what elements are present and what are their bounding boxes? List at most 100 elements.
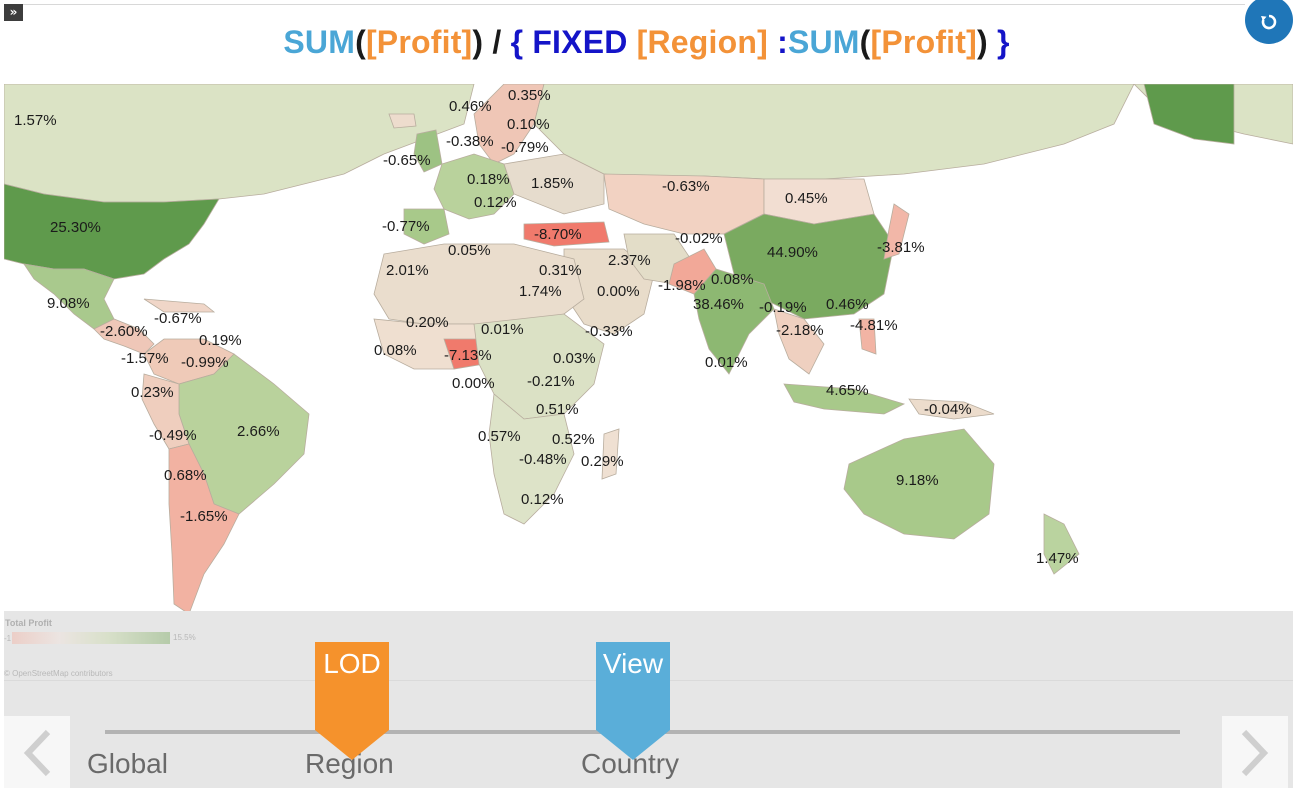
map-value-label: 1.85%	[531, 175, 574, 192]
legend-color-ramp	[12, 632, 170, 644]
formula-paren: (	[859, 24, 871, 60]
map-value-label: 0.57%	[478, 428, 521, 445]
top-rule	[20, 4, 1245, 5]
turkey-shape	[523, 221, 610, 247]
map-value-label: -0.02%	[675, 230, 723, 247]
expand-icon[interactable]: »	[4, 4, 23, 21]
new-zealand-shape	[1043, 513, 1080, 575]
map-value-label: -0.77%	[382, 218, 430, 235]
map-value-label: 0.19%	[199, 332, 242, 349]
map-value-label: -4.81%	[850, 317, 898, 334]
lod-marker[interactable]: LOD	[315, 642, 389, 760]
map-value-label: 0.51%	[536, 401, 579, 418]
map-value-label: 1.74%	[519, 283, 562, 300]
map-value-label: 0.00%	[597, 283, 640, 300]
legend-title: Total Profit	[5, 618, 52, 628]
map-value-label: 0.35%	[508, 87, 551, 104]
map-value-label: -0.33%	[585, 323, 633, 340]
australia-shape	[843, 428, 995, 540]
formula-field: [Profit]	[870, 24, 977, 60]
lod-marker-label: LOD	[323, 648, 381, 679]
lod-marker-shape	[315, 642, 389, 760]
map-value-label: 9.18%	[896, 472, 939, 489]
chile-argentina-shape	[168, 443, 240, 611]
reset-button[interactable]	[1245, 0, 1293, 44]
legend-max: 15.5%	[173, 633, 196, 642]
map-value-label: 0.08%	[711, 271, 754, 288]
map-value-label: -1.98%	[658, 277, 706, 294]
map-value-label: 0.05%	[448, 242, 491, 259]
map-value-label: 2.01%	[386, 262, 429, 279]
caribbean-shape	[143, 298, 216, 313]
view-marker[interactable]: View	[596, 642, 670, 760]
map-value-label: 0.46%	[449, 98, 492, 115]
uk-shape	[413, 129, 443, 173]
map-value-label: 0.46%	[826, 296, 869, 313]
map-value-label: 38.46%	[693, 296, 744, 313]
map-value-label: -0.63%	[662, 178, 710, 195]
next-button[interactable]	[1222, 716, 1288, 788]
formula-fixed: FIXED	[532, 24, 628, 60]
map-value-label: 0.45%	[785, 190, 828, 207]
map-value-label: 0.01%	[705, 354, 748, 371]
map-value-label: 9.08%	[47, 295, 90, 312]
iceland-shape	[388, 113, 417, 129]
formula-colon: :	[768, 24, 788, 60]
slider-stop-global[interactable]: Global	[87, 748, 168, 779]
map-value-label: -8.70%	[534, 226, 582, 243]
map-value-label: -0.99%	[181, 354, 229, 371]
map-value-label: 44.90%	[767, 244, 818, 261]
map-value-label: -0.38%	[446, 133, 494, 150]
formula-field: [Profit]	[365, 24, 473, 60]
scandinavia-shape	[473, 84, 545, 165]
southern-africa-shape	[488, 393, 575, 525]
map-value-label: 0.00%	[452, 375, 495, 392]
map-value-label: 0.10%	[507, 116, 550, 133]
madagascar-shape	[601, 428, 620, 480]
formula-paren: )	[977, 24, 988, 60]
map-value-label: 0.29%	[581, 453, 624, 470]
map-value-label: -0.65%	[383, 152, 431, 169]
map-value-label: 0.23%	[131, 384, 174, 401]
map-value-label: -3.81%	[877, 239, 925, 256]
map-value-label: 2.66%	[237, 423, 280, 440]
map-shapes	[4, 84, 1293, 611]
map-value-label: 25.30%	[50, 219, 101, 236]
map-value-label: -7.13%	[444, 347, 492, 364]
map-value-label: -0.19%	[759, 299, 807, 316]
view-marker-shape	[596, 642, 670, 760]
chevron-left-icon	[23, 729, 51, 777]
indonesia-shape	[783, 383, 906, 415]
central-america-shape	[93, 318, 155, 355]
map-value-label: 0.01%	[481, 321, 524, 338]
map-value-label: 0.52%	[552, 431, 595, 448]
map-value-label: 0.12%	[521, 491, 564, 508]
map-value-label: 1.57%	[14, 112, 57, 129]
reset-icon	[1261, 14, 1277, 30]
papua-shape	[908, 398, 995, 420]
formula-sum: SUM	[283, 24, 356, 60]
map-value-label: 0.12%	[474, 194, 517, 211]
formula-sum: SUM	[787, 24, 860, 60]
map-value-label: 0.08%	[374, 342, 417, 359]
map-value-label: -0.79%	[501, 139, 549, 156]
map-value-label: -0.04%	[924, 401, 972, 418]
map-value-label: 0.31%	[539, 262, 582, 279]
map-value-label: -1.65%	[180, 508, 228, 525]
map-value-label: -0.49%	[149, 427, 197, 444]
map-value-label: 2.37%	[608, 252, 651, 269]
canada-shape	[4, 84, 475, 203]
map-value-label: 4.65%	[826, 382, 869, 399]
map-value-label: -0.21%	[527, 373, 575, 390]
western-europe-shape	[433, 153, 515, 220]
map-value-label: -1.57%	[121, 350, 169, 367]
map-credit: © OpenStreetMap contributors	[4, 669, 113, 678]
philippines-shape	[858, 318, 877, 355]
russia-shape	[533, 84, 1135, 180]
page-title: SUM([Profit]) / { FIXED [Region] :SUM([P…	[0, 24, 1293, 61]
world-map[interactable]: 1.57% 25.30% 9.08% -2.60% -0.67% 0.19% -1.57% -…	[4, 84, 1293, 611]
map-value-label: -0.67%	[154, 310, 202, 327]
legend-min: -1	[4, 634, 12, 643]
prev-button[interactable]	[4, 716, 70, 788]
view-marker-label: View	[602, 648, 664, 679]
